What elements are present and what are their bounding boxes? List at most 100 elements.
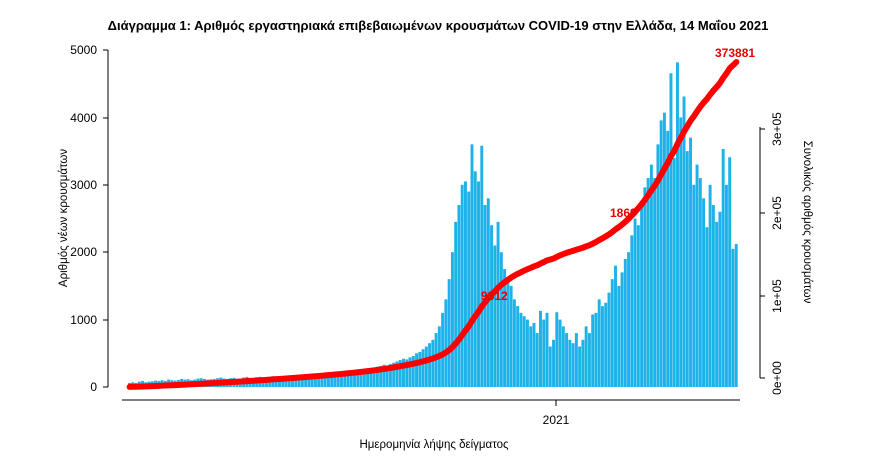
bar bbox=[698, 178, 702, 387]
bar bbox=[493, 245, 497, 387]
bar bbox=[656, 144, 660, 387]
bar bbox=[529, 326, 533, 387]
bar bbox=[415, 353, 418, 387]
bar bbox=[617, 285, 621, 387]
bar bbox=[421, 349, 425, 387]
bar bbox=[636, 225, 640, 387]
bar bbox=[643, 187, 647, 387]
bar bbox=[623, 258, 627, 387]
x-axis: 2021 bbox=[122, 399, 740, 427]
bar bbox=[679, 117, 683, 388]
bar bbox=[620, 272, 624, 387]
bar bbox=[385, 365, 389, 387]
y2-tick-label: 2e+05 bbox=[770, 196, 784, 230]
bar bbox=[447, 279, 451, 387]
bar bbox=[323, 374, 327, 387]
bar bbox=[356, 370, 360, 387]
bar bbox=[561, 326, 565, 387]
bar bbox=[362, 369, 366, 387]
bar bbox=[424, 346, 428, 387]
bar bbox=[340, 372, 343, 387]
bar bbox=[610, 279, 614, 387]
bar bbox=[428, 343, 432, 387]
bar bbox=[633, 218, 637, 387]
y2-tick-label: 3e+05 bbox=[770, 112, 784, 146]
bar bbox=[310, 375, 314, 387]
bar bbox=[600, 306, 604, 387]
y2-tick-label: 1e+05 bbox=[770, 279, 784, 313]
bar bbox=[584, 326, 588, 387]
bar bbox=[499, 252, 503, 387]
bar bbox=[532, 322, 536, 387]
bar bbox=[512, 299, 516, 387]
bar bbox=[535, 333, 539, 387]
y-tick-label: 1000 bbox=[70, 313, 97, 327]
x-axis-label: Ημερομηνία λήψης δείγματος bbox=[359, 439, 509, 451]
bar bbox=[454, 221, 458, 387]
bar bbox=[372, 368, 376, 387]
y-axis-label: Αριθμός νέων κρουσμάτων bbox=[58, 149, 70, 287]
bar bbox=[669, 73, 673, 387]
bar bbox=[287, 376, 291, 387]
bar bbox=[728, 157, 732, 387]
bar bbox=[431, 339, 435, 387]
bar bbox=[558, 319, 562, 387]
bar bbox=[676, 62, 679, 387]
bar bbox=[297, 375, 301, 387]
bar bbox=[473, 171, 477, 387]
bar bbox=[375, 366, 379, 387]
bar bbox=[692, 184, 696, 387]
bar bbox=[405, 359, 409, 387]
cumulative-line-path bbox=[126, 59, 740, 390]
bar bbox=[450, 252, 454, 387]
bar bbox=[388, 364, 392, 387]
bar bbox=[326, 374, 330, 387]
bar bbox=[682, 96, 686, 387]
bar bbox=[539, 310, 542, 387]
y-tick-label: 3000 bbox=[70, 178, 97, 192]
bar bbox=[336, 373, 340, 387]
bar bbox=[724, 184, 728, 387]
y-tick-label: 5000 bbox=[70, 43, 97, 57]
bar bbox=[402, 358, 405, 387]
bar bbox=[571, 343, 575, 387]
bar bbox=[346, 372, 350, 387]
bar bbox=[291, 376, 295, 387]
bar bbox=[705, 227, 709, 387]
bar bbox=[672, 157, 676, 387]
bar bbox=[460, 184, 464, 387]
bar bbox=[653, 178, 657, 387]
bar bbox=[444, 299, 448, 387]
bar bbox=[320, 374, 324, 387]
y-tick-label: 0 bbox=[90, 380, 97, 394]
bar bbox=[392, 362, 396, 387]
bar bbox=[715, 221, 719, 387]
bar bbox=[702, 198, 706, 387]
bar bbox=[545, 312, 549, 387]
x-tick-label: 2021 bbox=[543, 413, 570, 427]
bar bbox=[506, 279, 510, 387]
y-axis-right: 0e+00 1e+05 2e+05 3e+05 bbox=[759, 112, 784, 395]
bar bbox=[604, 302, 608, 387]
bar bbox=[597, 299, 601, 387]
y-axis-left: 0 1000 2000 3000 4000 5000 bbox=[70, 43, 109, 394]
bar bbox=[382, 364, 386, 387]
bar bbox=[640, 205, 644, 387]
bar bbox=[294, 376, 298, 387]
bar bbox=[711, 205, 715, 387]
bar bbox=[578, 346, 582, 387]
bar bbox=[300, 375, 304, 387]
bar bbox=[630, 235, 634, 387]
bar bbox=[379, 366, 383, 387]
bar bbox=[359, 370, 363, 387]
bar bbox=[509, 285, 513, 387]
bar bbox=[490, 225, 494, 387]
bar bbox=[503, 269, 507, 387]
bar bbox=[718, 211, 722, 387]
bar bbox=[395, 361, 399, 387]
bar bbox=[349, 371, 353, 387]
bar bbox=[496, 221, 500, 387]
bar bbox=[568, 339, 572, 387]
bar bbox=[480, 145, 484, 387]
